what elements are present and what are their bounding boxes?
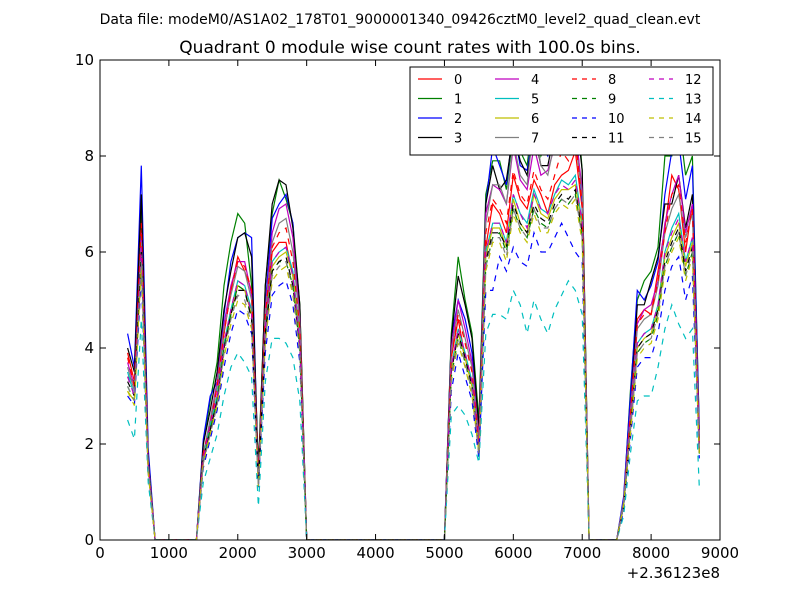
chart-suptitle: Data file: modeM0/AS1A02_178T01_90000013…: [100, 12, 701, 28]
x-tick-label: 6000: [494, 544, 532, 562]
series-line-7: [127, 122, 700, 540]
legend-label-13: 13: [685, 93, 702, 108]
x-tick-label: 7000: [563, 544, 601, 562]
legend-label-6: 6: [531, 112, 539, 127]
legend-box: [409, 66, 714, 156]
x-tick-label: 0: [95, 544, 105, 562]
series-line-10: [127, 221, 700, 540]
series-line-6: [127, 183, 700, 540]
x-tick-label: 2000: [219, 544, 257, 562]
y-tick-label: 8: [84, 147, 94, 165]
chart-title: Quadrant 0 module wise count rates with …: [179, 38, 640, 58]
legend-label-10: 10: [608, 112, 625, 127]
legend-label-3: 3: [454, 132, 462, 147]
series-line-3: [127, 107, 700, 540]
y-tick-label: 6: [84, 243, 94, 261]
axes-layer: 0 1000 2000 3000 4000 5000 6000 7000 8000 9000 0 2 4…: [75, 51, 739, 562]
plot-frame: [99, 59, 721, 541]
y-tick-label: 0: [84, 531, 94, 549]
legend-label-11: 11: [608, 132, 625, 147]
series-line-15: [127, 192, 700, 540]
legend-label-14: 14: [685, 112, 702, 127]
series-line-5: [127, 173, 700, 540]
legend-label-9: 9: [608, 93, 616, 108]
legend-label-15: 15: [685, 132, 702, 147]
y-tick-label: 4: [84, 339, 94, 357]
y-tick-label: 10: [75, 51, 94, 69]
x-tick-label: 3000: [288, 544, 326, 562]
series-line-1: [127, 83, 700, 540]
x-tick-label: 4000: [356, 544, 394, 562]
legend-label-12: 12: [685, 73, 702, 88]
series-line-9: [127, 192, 700, 540]
legend-label-7: 7: [531, 132, 539, 147]
legend-label-4: 4: [531, 73, 539, 88]
series-line-8: [127, 136, 700, 540]
x-offset-label: +2.36123e8: [627, 564, 720, 582]
series-line-12: [127, 178, 700, 540]
legend-label-5: 5: [531, 93, 539, 108]
series-line-13: [127, 279, 700, 540]
x-tick-label: 9000: [701, 544, 739, 562]
series-layer: [127, 83, 700, 540]
legend-label-8: 8: [608, 73, 616, 88]
x-tick-label: 1000: [150, 544, 188, 562]
series-line-4: [127, 130, 700, 540]
series-line-2: [127, 101, 700, 540]
y-tick-label: 2: [84, 435, 94, 453]
legend-label-1: 1: [454, 93, 462, 108]
x-tick-label: 8000: [632, 544, 670, 562]
x-tick-label: 5000: [425, 544, 463, 562]
series-line-0: [127, 150, 700, 540]
legend-label-0: 0: [454, 73, 462, 88]
legend-label-2: 2: [454, 112, 462, 127]
series-line-11: [127, 188, 700, 540]
series-line-14: [127, 197, 700, 540]
